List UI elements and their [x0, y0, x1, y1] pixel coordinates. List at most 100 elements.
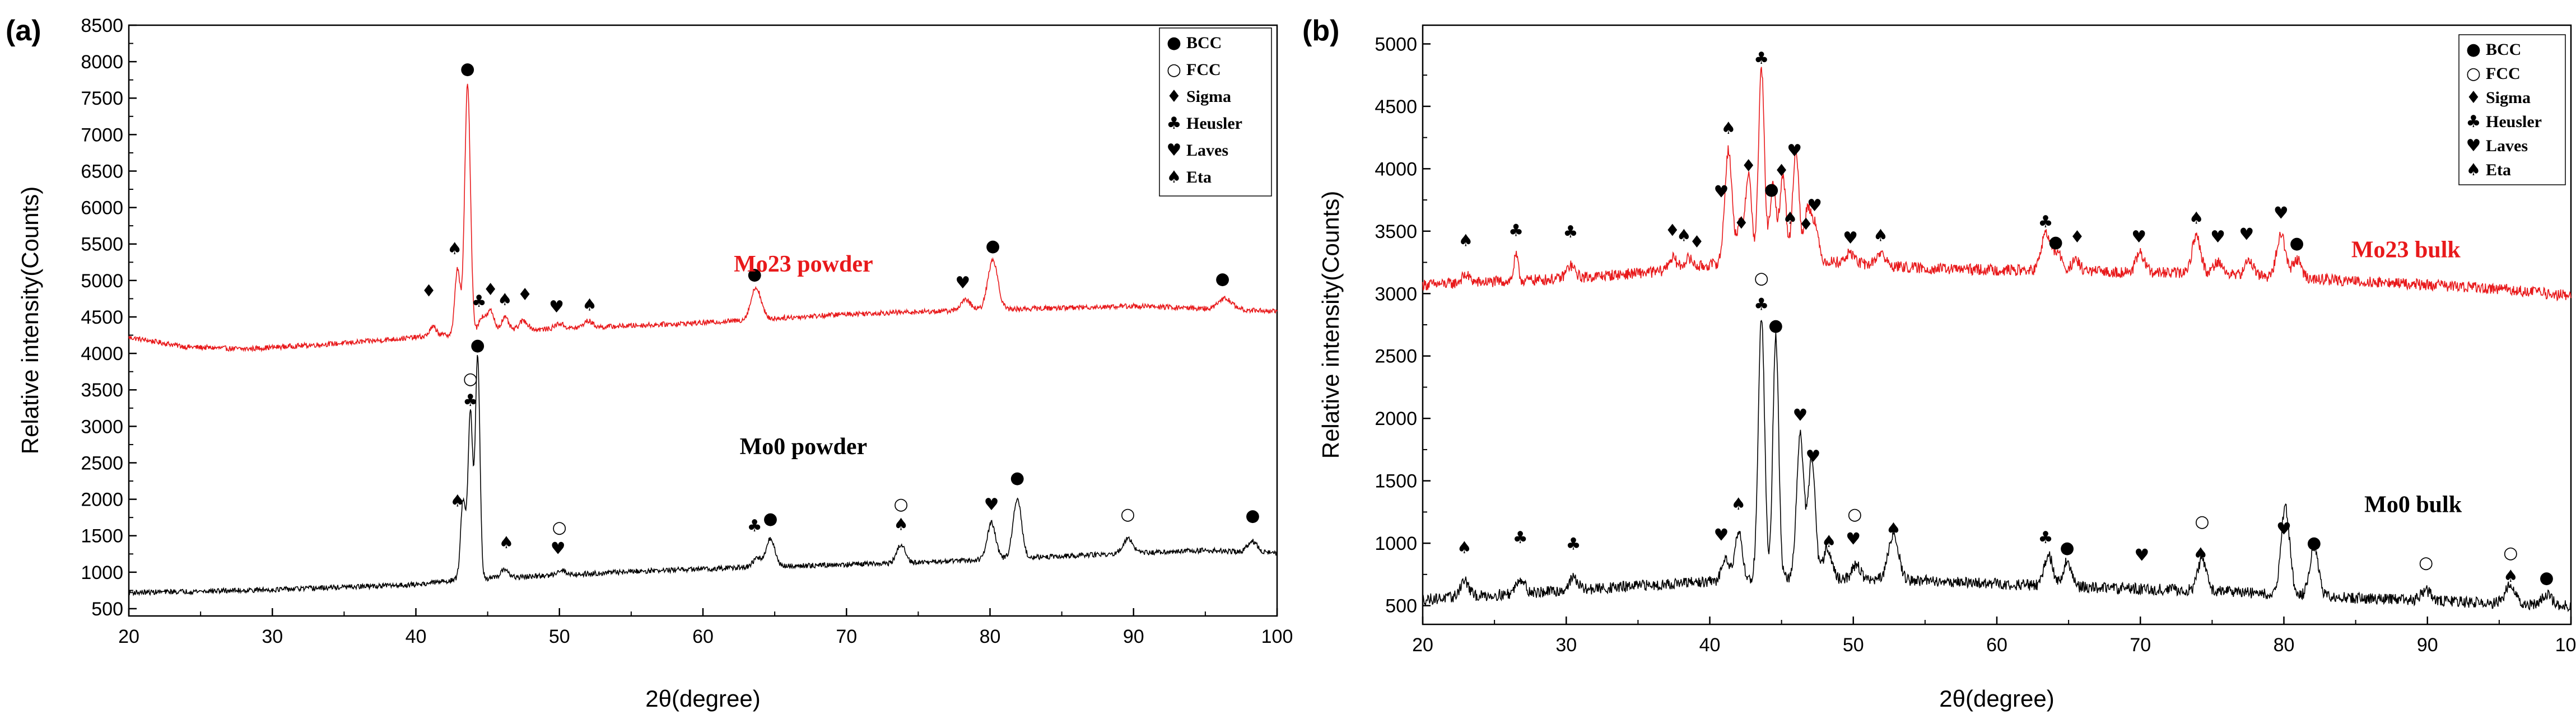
phase-marker: ♥: [551, 539, 566, 558]
phase-marker: ♠: [2503, 567, 2518, 586]
phase-marker: ♦: [1689, 232, 1704, 252]
phase-marker: ♠: [893, 515, 909, 534]
x-tick-label: 80: [2274, 634, 2295, 656]
y-tick-label: 5000: [1375, 34, 1417, 55]
phase-marker: ○: [1847, 505, 1862, 524]
phase-marker: ●: [2539, 568, 2554, 587]
legend-label: FCC: [1186, 60, 1221, 79]
phase-marker: ♠: [497, 290, 513, 310]
phase-marker: ♥: [1787, 141, 1802, 161]
legend-label: Heusler: [2486, 113, 2542, 131]
y-tick-label: 500: [91, 599, 123, 620]
y-tick-label: 2000: [81, 489, 123, 511]
phase-marker: ♣: [463, 391, 478, 410]
y-tick-label: 4000: [1375, 158, 1417, 180]
phase-marker: ♠: [1731, 494, 1746, 514]
y-tick-label: 5500: [81, 234, 123, 255]
series-line-1: [1422, 320, 2572, 613]
legend-symbol: ●: [1167, 33, 1181, 53]
x-tick-label: 30: [262, 626, 283, 647]
phase-marker: ♥: [1714, 526, 1729, 545]
series-label: Mo23 powder: [734, 251, 873, 277]
phase-marker: ♠: [1458, 231, 1473, 251]
series-label: Mo0 powder: [740, 434, 867, 460]
panel-a-legend-box: [1159, 27, 1272, 197]
phase-marker: ♣: [1566, 534, 1581, 554]
phase-marker: ♠: [2189, 208, 2204, 228]
legend-symbol: ♣: [1167, 114, 1182, 133]
phase-marker: ♥: [2274, 204, 2289, 223]
x-tick-label: 40: [1699, 634, 1721, 656]
y-tick-label: 1500: [1375, 471, 1417, 492]
phase-marker: ○: [894, 494, 909, 514]
y-tick-label: 4500: [1375, 96, 1417, 118]
x-tick-label: 70: [836, 626, 857, 647]
phase-marker: ♥: [2134, 545, 2149, 565]
legend-label: Eta: [1186, 168, 1212, 186]
phase-marker: ♥: [1714, 183, 1729, 202]
phase-marker: ♠: [447, 239, 462, 259]
phase-marker: ♦: [421, 282, 436, 301]
y-tick-label: 6500: [81, 161, 123, 182]
legend-symbol: ♥: [1167, 141, 1182, 160]
phase-marker: ♣: [1754, 295, 1769, 314]
phase-marker: ●: [1764, 180, 1779, 199]
phase-marker: ○: [2195, 512, 2209, 531]
phase-marker: ♠: [2193, 544, 2208, 564]
panel-a-series-labels: Mo23 powder Mo0 powder: [734, 251, 873, 460]
y-tick-label: 4000: [81, 343, 123, 365]
panel-a-x-ticks: 20 30 40 50 60 70 80 90 100: [118, 608, 1293, 647]
panel-b-series: [1422, 67, 2572, 613]
series-line-0: [1422, 67, 2572, 302]
panel-b: (b) 500100015002000250030003500400045005…: [1302, 15, 2576, 712]
series-label: Mo23 bulk: [2351, 237, 2461, 263]
phase-marker: ♠: [1822, 532, 1837, 552]
phase-marker: ●: [2307, 533, 2321, 553]
x-tick-label: 50: [549, 626, 570, 647]
x-tick-label: 50: [1843, 634, 1864, 656]
phase-marker: ♣: [747, 516, 762, 536]
y-tick-label: 4500: [81, 307, 123, 328]
panel-b-y-ticks: 500 1000 1500 2000 2500 3000 3500 4000 4500 5000: [1375, 34, 1431, 617]
panel-b-label: (b): [1302, 15, 1339, 47]
phase-marker: ♣: [1563, 222, 1578, 242]
y-tick-label: 3000: [81, 416, 123, 437]
y-tick-label: 3500: [81, 380, 123, 401]
x-tick-label: 20: [118, 626, 139, 647]
panel-b-x-ticks: 20 30 40 50 60 70 80 90 100: [1412, 617, 2576, 656]
x-tick-label: 100: [1261, 626, 1293, 647]
phase-marker: ♥: [1843, 228, 1858, 248]
phase-marker: ●: [2289, 234, 2304, 253]
y-tick-label: 2500: [1375, 346, 1417, 367]
legend-symbol: ○: [1167, 60, 1181, 80]
phase-marker: ♣: [1754, 49, 1769, 68]
phase-marker: ♠: [1721, 119, 1736, 138]
legend-symbol: ♥: [2466, 136, 2481, 156]
series-line-1: [128, 354, 1278, 596]
panel-a-label: (a): [6, 15, 41, 47]
phase-marker: ♦: [2070, 227, 2085, 247]
panel-b-x-axis-label: 2θ(degree): [1939, 685, 2054, 712]
y-tick-label: 3000: [1375, 283, 1417, 305]
phase-marker: ♥: [984, 495, 999, 515]
panel-a-y-axis-label: Relative intensity(Counts): [17, 186, 43, 455]
phase-marker: ○: [2503, 543, 2518, 563]
phase-marker: ♠: [1457, 538, 1472, 558]
panel-b-legend-box: [2458, 34, 2566, 185]
legend-symbol: ♦: [2466, 88, 2481, 108]
phase-marker: ♦: [1665, 221, 1680, 241]
phase-marker: ♥: [549, 297, 564, 317]
legend-symbol: ♠: [2466, 160, 2481, 180]
phase-marker: ●: [986, 236, 1000, 256]
phase-marker: ●: [471, 335, 485, 355]
panel-b-y-axis-label: Relative intensity(Counts): [1317, 191, 1344, 459]
phase-marker: ♥: [1807, 196, 1822, 216]
panel-a-markers: ●♦♠♣♦♠ ♦♥ ♠● ♥●●●○♣♠♠○♥♣ ●○♠♥●○ ●: [421, 59, 1260, 558]
y-tick-label: 6000: [81, 198, 123, 219]
phase-marker: ♥: [1846, 529, 1861, 549]
phase-marker: ○: [552, 518, 567, 538]
x-tick-label: 80: [980, 626, 1001, 647]
x-tick-label: 90: [2417, 634, 2438, 656]
phase-marker: ●: [2048, 232, 2063, 252]
legend-symbol: ○: [2466, 64, 2481, 83]
